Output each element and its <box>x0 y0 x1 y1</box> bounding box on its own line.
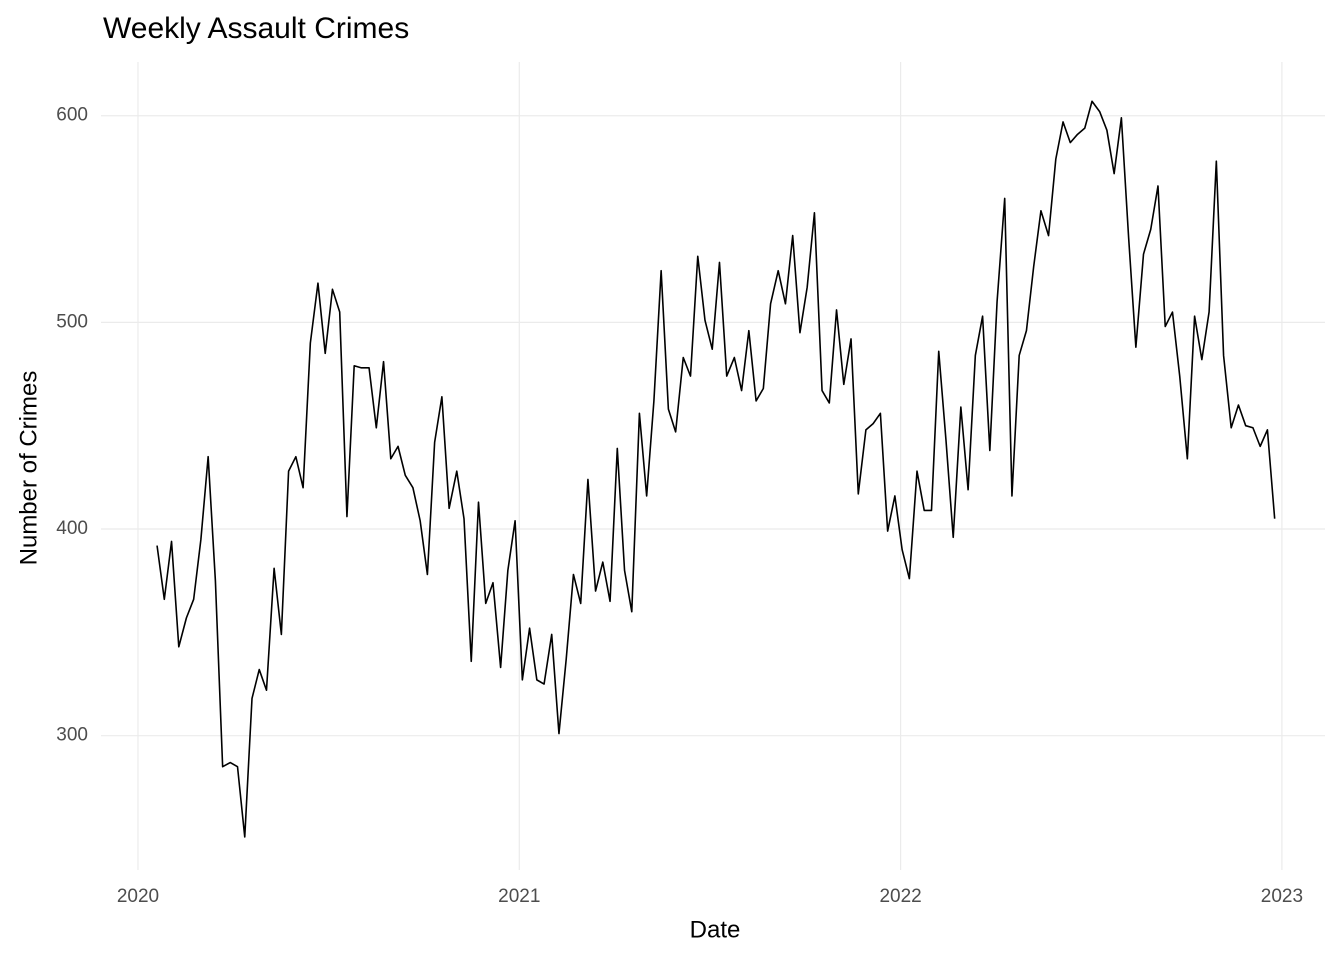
y-axis-label: Number of Crimes <box>15 371 42 566</box>
y-tick-label: 600 <box>56 105 88 126</box>
x-tick-label: 2021 <box>498 886 540 907</box>
x-tick-label: 2023 <box>1261 886 1303 907</box>
line-series <box>156 100 1276 838</box>
y-tick-label: 300 <box>56 725 88 746</box>
chart-title: Weekly Assault Crimes <box>103 12 409 45</box>
x-tick-label: 2022 <box>879 886 921 907</box>
x-axis-label: Date <box>690 916 741 943</box>
x-tick-label: 2020 <box>117 886 159 907</box>
y-tick-label: 400 <box>56 518 88 539</box>
y-tick-label: 500 <box>56 311 88 332</box>
